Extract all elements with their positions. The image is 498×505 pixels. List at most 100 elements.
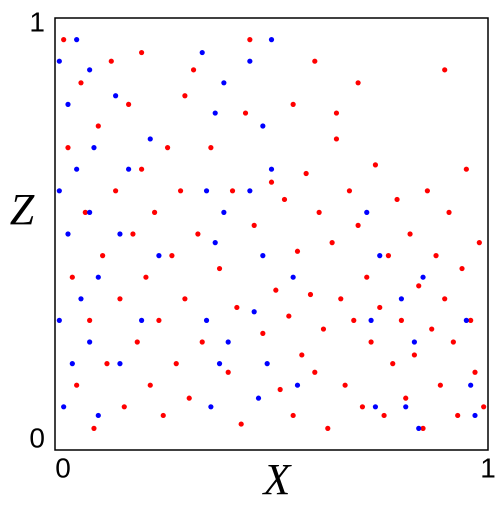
point <box>368 339 374 345</box>
point <box>221 80 227 86</box>
point <box>108 58 114 64</box>
point <box>260 123 266 129</box>
x-axis-label: X <box>262 455 293 504</box>
point <box>74 37 80 43</box>
point <box>251 309 257 315</box>
point <box>429 326 435 332</box>
point <box>208 145 214 151</box>
point <box>151 209 158 215</box>
point <box>372 404 379 410</box>
point <box>398 317 404 323</box>
point <box>95 274 101 280</box>
point <box>104 361 110 367</box>
point <box>260 253 266 259</box>
point <box>87 67 93 73</box>
point <box>342 382 348 388</box>
point <box>294 248 301 254</box>
point <box>281 196 288 203</box>
point <box>290 101 296 107</box>
point <box>117 231 123 237</box>
point <box>208 404 214 410</box>
point <box>87 339 93 345</box>
point <box>164 145 171 151</box>
point <box>91 145 97 151</box>
point <box>416 283 422 289</box>
point <box>446 209 452 215</box>
point <box>468 317 474 323</box>
point <box>299 352 305 358</box>
point <box>455 412 461 419</box>
point <box>56 317 62 323</box>
point <box>87 317 93 323</box>
point <box>225 369 231 375</box>
point <box>212 110 218 116</box>
point <box>221 209 227 215</box>
point <box>398 296 404 302</box>
point <box>82 209 88 215</box>
point <box>139 317 145 323</box>
point <box>126 101 132 107</box>
point <box>286 313 292 319</box>
point <box>481 404 487 410</box>
point <box>56 58 62 64</box>
point <box>126 166 132 172</box>
point <box>139 166 145 172</box>
point <box>234 304 240 311</box>
point <box>182 296 188 302</box>
point <box>251 222 257 228</box>
plot-frame <box>54 17 489 451</box>
point <box>312 58 318 64</box>
point <box>190 67 197 73</box>
point <box>368 317 374 323</box>
point <box>385 253 392 259</box>
point <box>156 317 162 323</box>
point <box>143 274 149 280</box>
point <box>147 382 153 388</box>
point <box>403 404 409 410</box>
point <box>61 37 67 43</box>
point <box>203 188 210 194</box>
point <box>442 67 448 73</box>
point <box>364 274 370 280</box>
point <box>147 136 153 142</box>
point <box>403 395 409 401</box>
point <box>442 296 448 302</box>
point <box>472 369 478 375</box>
point <box>407 231 413 237</box>
point <box>290 274 296 280</box>
point <box>212 240 218 246</box>
x-tick-label: 0 <box>55 452 71 483</box>
point <box>303 170 309 177</box>
point <box>411 352 417 358</box>
point <box>169 253 175 259</box>
point <box>91 425 97 431</box>
point <box>199 49 205 56</box>
point <box>359 404 366 410</box>
point <box>468 382 474 388</box>
point <box>117 361 123 367</box>
point <box>472 412 478 419</box>
point <box>121 404 127 410</box>
point <box>333 110 340 116</box>
point <box>65 101 71 107</box>
point <box>333 136 340 142</box>
point <box>316 209 322 215</box>
point <box>381 412 387 419</box>
point <box>273 287 279 293</box>
point <box>65 231 71 237</box>
point <box>277 386 283 393</box>
point <box>238 421 244 427</box>
point <box>260 330 266 336</box>
point <box>268 166 275 172</box>
point <box>69 361 75 367</box>
point <box>355 222 361 228</box>
point <box>177 188 184 194</box>
point <box>364 209 370 215</box>
point <box>329 240 335 246</box>
point <box>113 188 119 194</box>
point <box>390 361 396 367</box>
point <box>160 412 166 419</box>
point <box>463 166 469 172</box>
